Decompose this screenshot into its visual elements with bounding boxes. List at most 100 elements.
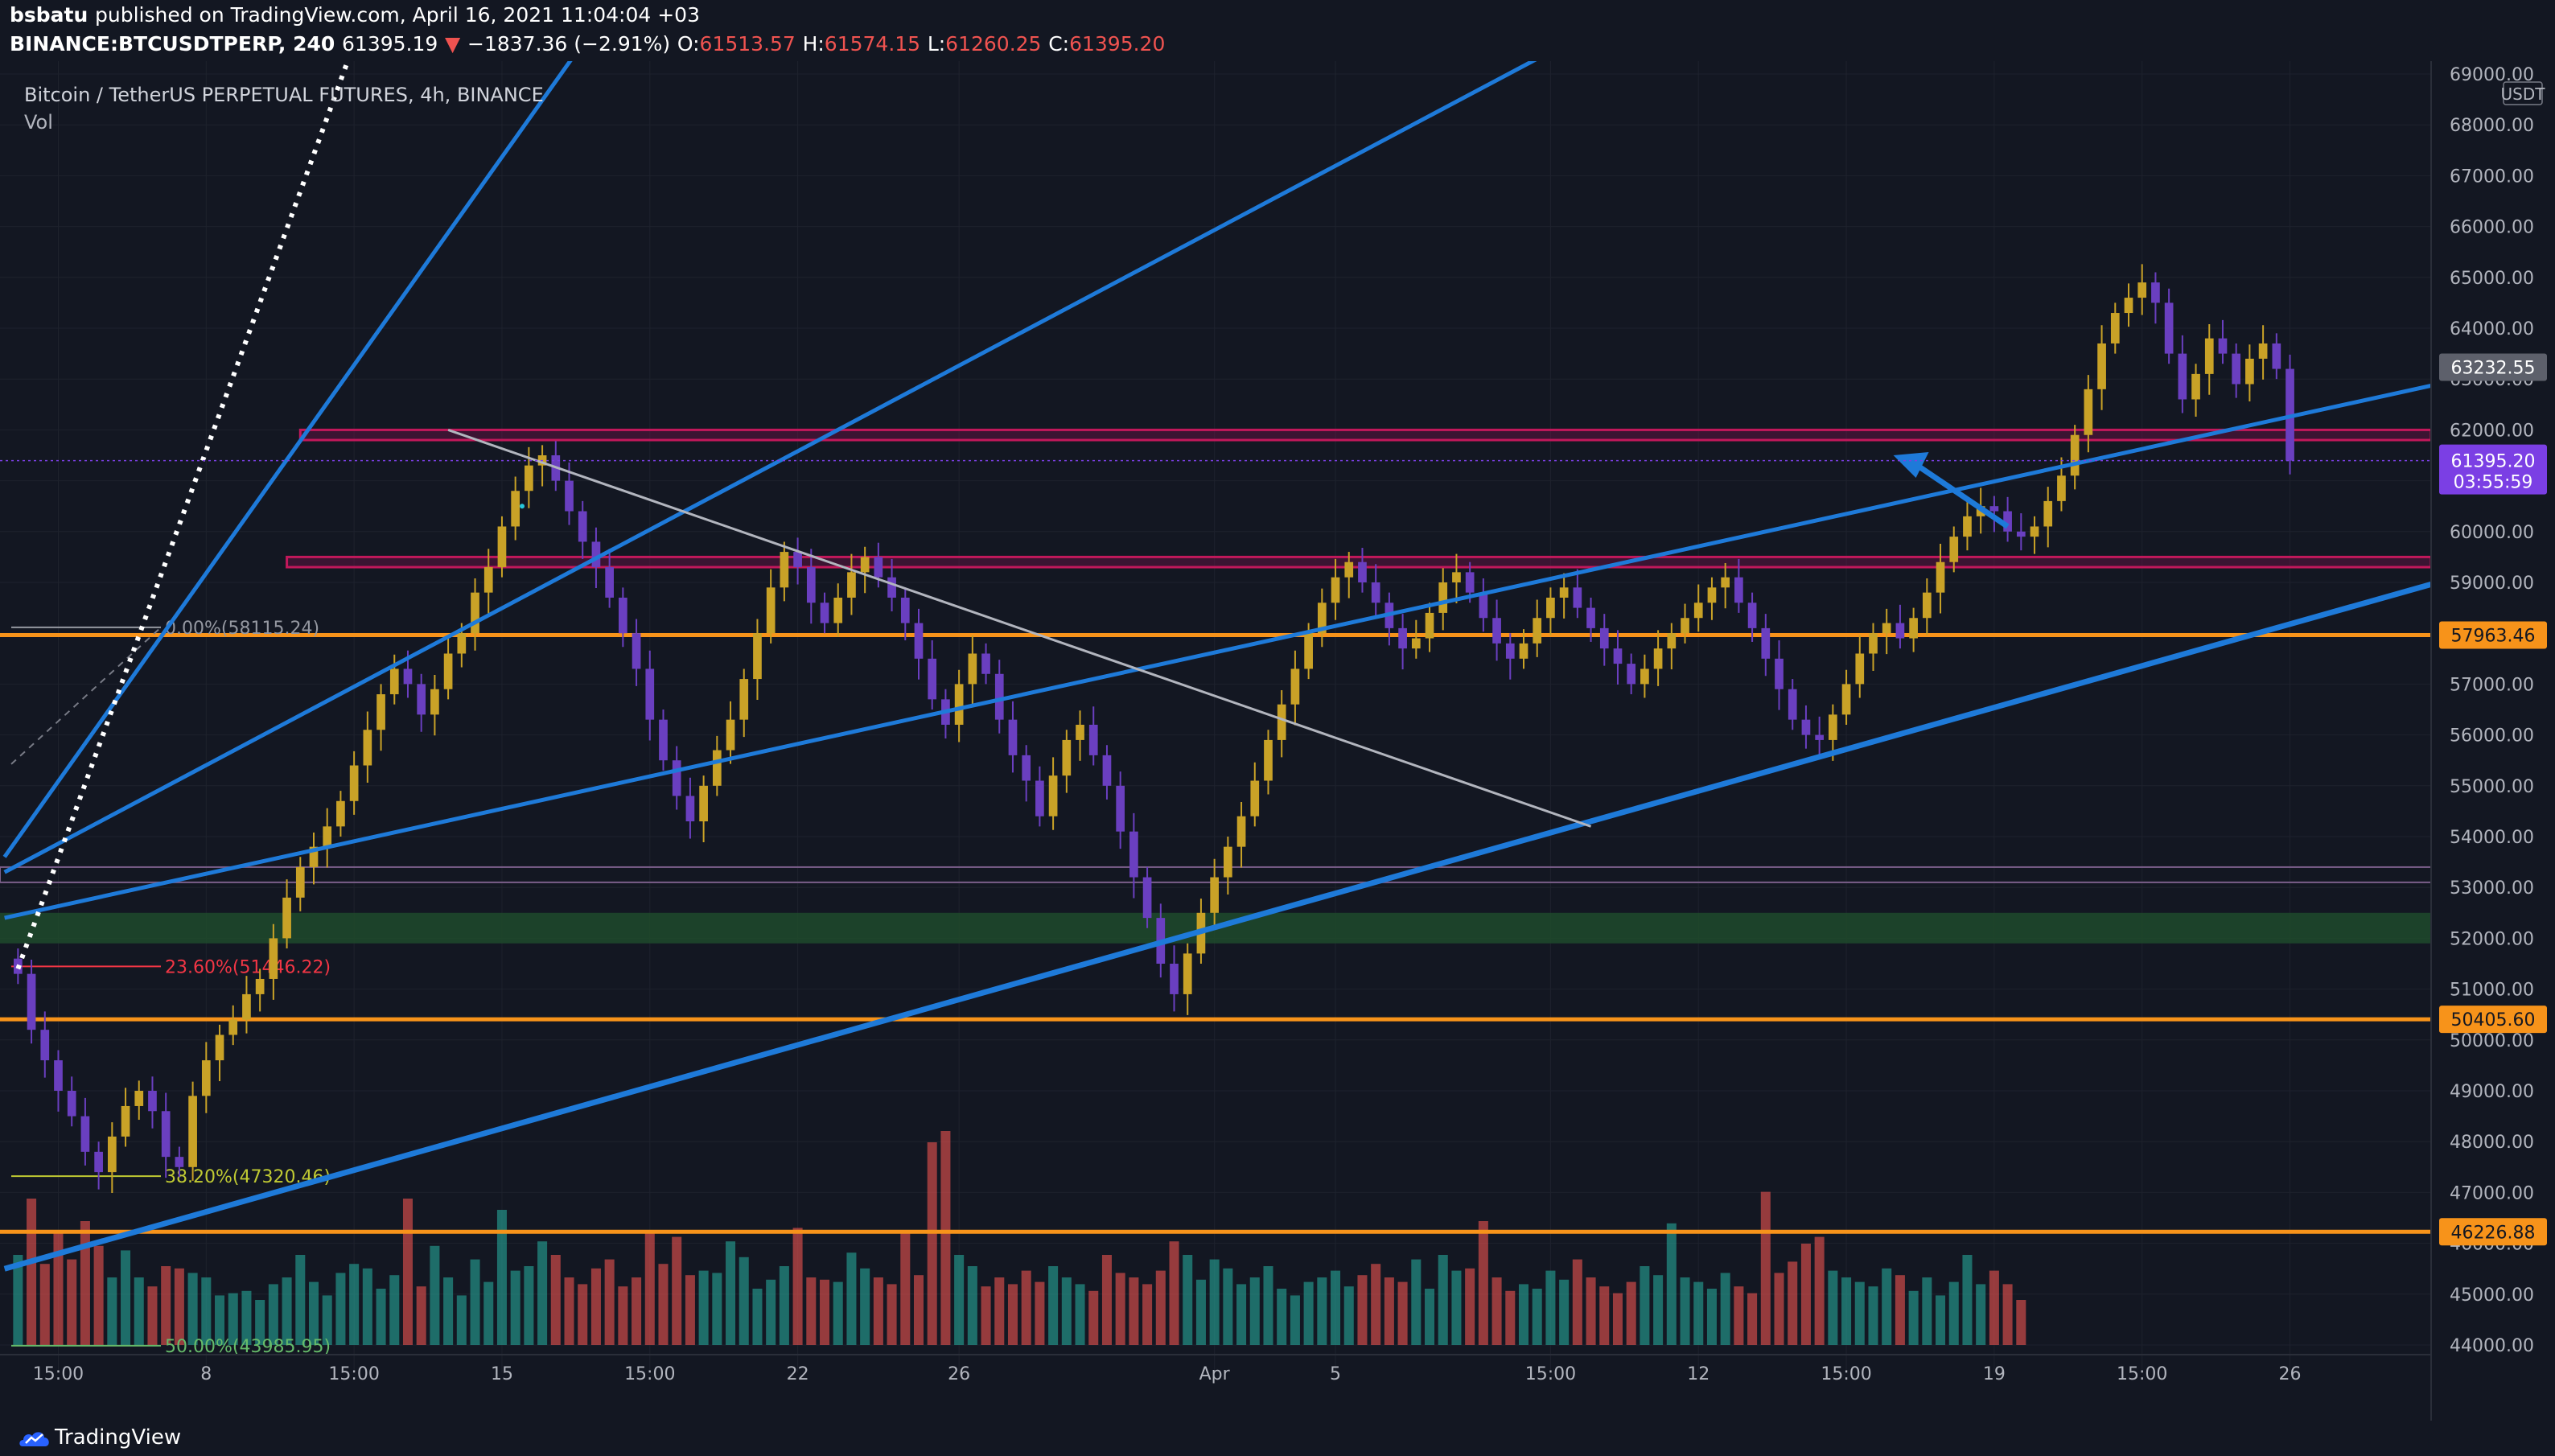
- candle-body: [2110, 313, 2120, 343]
- volume-bar: [1451, 1270, 1462, 1345]
- last-price-label: 61395.20: [2451, 452, 2536, 472]
- volume-bar: [349, 1264, 360, 1345]
- volume-bar: [1465, 1268, 1475, 1345]
- candle-body: [1358, 561, 1367, 582]
- candle-body: [309, 846, 319, 867]
- publisher-name[interactable]: bsbatu: [10, 3, 88, 27]
- volume-bar: [27, 1199, 37, 1345]
- candle-body: [1801, 719, 1811, 735]
- price-tag-label: 63232.55: [2451, 359, 2536, 379]
- volume-bar: [1760, 1191, 1771, 1345]
- volume-bar: [322, 1295, 332, 1345]
- price-tag-box: [2439, 621, 2547, 649]
- candle-body: [363, 730, 372, 766]
- candle-body: [255, 978, 265, 994]
- candle-body: [1653, 648, 1663, 669]
- price-tick-label: 52000.00: [2450, 929, 2534, 949]
- volume-bar: [846, 1252, 857, 1345]
- volume-bar: [335, 1273, 346, 1345]
- candle-body: [134, 1091, 144, 1106]
- volume-bar: [362, 1268, 372, 1345]
- candle-body: [968, 653, 977, 685]
- volume-bar: [940, 1131, 951, 1345]
- candle-body: [242, 993, 251, 1020]
- price-tick-label: 67000.00: [2450, 167, 2534, 187]
- candle-body: [1519, 643, 1528, 659]
- volume-bar: [215, 1295, 225, 1345]
- volume-bar: [67, 1259, 77, 1345]
- volume-bar: [1331, 1270, 1341, 1345]
- candle-body: [1465, 572, 1475, 593]
- volume-bar: [2002, 1284, 2013, 1345]
- low-value: 61260.25: [945, 32, 1042, 56]
- candle-body: [699, 785, 708, 822]
- candle-body: [1264, 739, 1273, 781]
- volume-bar: [107, 1277, 117, 1345]
- candle-body: [1707, 587, 1717, 603]
- volume-bar: [1666, 1223, 1677, 1345]
- candle-body: [793, 552, 802, 568]
- candle-body: [1076, 724, 1084, 740]
- price-change: −1837.36 (−2.91%): [467, 32, 671, 56]
- volume-bar: [470, 1259, 480, 1345]
- time-tick-label: 26: [948, 1364, 970, 1384]
- candle-body: [1452, 572, 1461, 582]
- candle-body: [161, 1111, 171, 1158]
- candle-body: [27, 973, 36, 1030]
- trendline: [2, 61, 573, 858]
- candle-body: [1022, 755, 1031, 781]
- volume-bar: [1532, 1289, 1542, 1345]
- volume-bar: [900, 1232, 911, 1345]
- candle-body: [1922, 592, 1932, 619]
- candle-body: [323, 826, 332, 847]
- candle-body: [659, 719, 668, 761]
- fib-diagonal: [10, 627, 162, 765]
- volume-bar: [268, 1284, 278, 1345]
- candle-body: [525, 465, 533, 492]
- price-tick-label: 47000.00: [2450, 1183, 2534, 1203]
- candle-body: [1250, 780, 1260, 816]
- candle-body: [914, 623, 924, 659]
- price-chart[interactable]: 0.00%(58115.24)23.60%(51446.22)38.20%(47…: [0, 61, 2555, 1421]
- candle-body: [1479, 592, 1488, 619]
- volume-bar: [2016, 1300, 2026, 1345]
- high-value: 61574.15: [824, 32, 921, 56]
- volume-bar: [1828, 1270, 1838, 1345]
- volume-bar: [981, 1286, 991, 1345]
- volume-bar: [1195, 1279, 1206, 1345]
- volume-bar: [1101, 1255, 1112, 1345]
- candle-body: [1035, 780, 1044, 816]
- price-tag-label: 46226.88: [2451, 1223, 2536, 1243]
- volume-bar: [1854, 1281, 1865, 1345]
- price-tick-label: 57000.00: [2450, 675, 2534, 695]
- candle-body: [94, 1151, 103, 1173]
- candle-body: [2030, 526, 2039, 537]
- price-tick-label: 64000.00: [2450, 319, 2534, 339]
- volume-bar: [1693, 1281, 1704, 1345]
- time-tick-label: 5: [1330, 1364, 1341, 1384]
- price-tick-label: 68000.00: [2450, 116, 2534, 136]
- arrow-annotation: [1907, 458, 2010, 529]
- candle-body: [282, 897, 291, 939]
- volume-bar: [1948, 1281, 1959, 1345]
- volume-bar: [1478, 1221, 1488, 1345]
- high-label: H:: [802, 32, 825, 56]
- volume-indicator-label[interactable]: Vol: [24, 111, 53, 134]
- symbol-label[interactable]: BINANCE:BTCUSDTPERP, 240: [10, 32, 335, 56]
- candle-body: [1304, 633, 1313, 669]
- time-tick-label: 8: [200, 1364, 212, 1384]
- volume-bar: [618, 1286, 628, 1345]
- candle-body: [1909, 618, 1918, 639]
- volume-bar: [590, 1268, 601, 1345]
- volume-bar: [698, 1270, 709, 1345]
- volume-bar: [1868, 1286, 1878, 1345]
- volume-bar: [483, 1281, 494, 1345]
- price-tick-label: 53000.00: [2450, 878, 2534, 899]
- volume-bar: [1142, 1284, 1153, 1345]
- volume-bar: [1343, 1286, 1354, 1345]
- trendlines: [2, 61, 2439, 1272]
- candle-body: [1841, 684, 1851, 715]
- volume-bar: [726, 1241, 736, 1345]
- candle-body: [1693, 603, 1703, 619]
- volume-bar: [1263, 1266, 1273, 1345]
